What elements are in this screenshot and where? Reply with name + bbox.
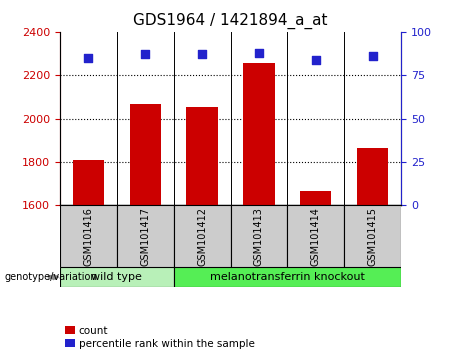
Bar [60,267,174,287]
Bar [174,205,230,267]
Point [255,50,263,56]
Bar [230,205,287,267]
Point [312,57,319,62]
Bar [287,205,344,267]
Bar [117,205,174,267]
Bar [60,205,117,267]
Text: GSM101415: GSM101415 [367,207,378,266]
Point [198,52,206,57]
Bar [243,63,275,205]
Text: GSM101413: GSM101413 [254,207,264,266]
Text: GSM101416: GSM101416 [83,207,94,266]
Bar [174,267,401,287]
Bar [357,148,388,205]
Point [142,52,149,57]
Bar [300,191,331,205]
Point [85,55,92,61]
Text: GSM101417: GSM101417 [140,207,150,266]
Point [369,53,376,59]
Text: melanotransferrin knockout: melanotransferrin knockout [210,272,365,282]
Text: GSM101412: GSM101412 [197,207,207,266]
Text: genotype/variation: genotype/variation [5,272,97,282]
Bar [130,104,161,205]
Title: GDS1964 / 1421894_a_at: GDS1964 / 1421894_a_at [133,13,328,29]
Text: wild type: wild type [91,272,142,282]
Bar [186,107,218,205]
Bar [344,205,401,267]
Legend: count, percentile rank within the sample: count, percentile rank within the sample [65,326,254,349]
Text: GSM101414: GSM101414 [311,207,321,266]
Bar [73,160,104,205]
